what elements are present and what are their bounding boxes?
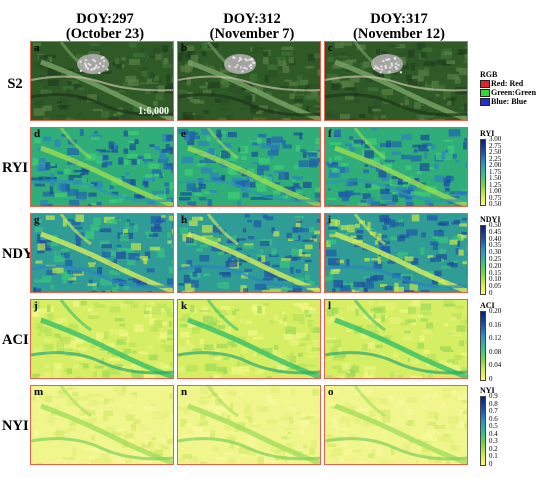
colorbar-title: NYI [480,386,495,395]
colorbar-title: ACI [480,301,495,310]
colorbar-tick-label: 0.50 [489,200,502,208]
colorbar-tick-label: 0.6 [489,414,498,423]
green-swatch [480,88,490,97]
panel-l: l [324,299,468,379]
panel-e: e [177,127,321,207]
colorbar-gradient [480,225,486,295]
colorbar-tick-label: 0.04 [489,361,502,370]
panel-label: l [328,300,332,312]
row-label-ndyi: NDYI [2,246,40,262]
colorbar-tick-label: 0.45 [489,227,502,236]
colorbar-tick-label: 2.50 [489,148,502,156]
colorbar-tick-label: 0.16 [489,320,502,329]
colorbar-tick-label: 0.10 [489,275,502,284]
panel-label: d [34,128,41,140]
colorbar-gradient [480,311,486,381]
rgb-legend: RGB Red: Red Green:Green Blue: Blue [480,70,536,106]
colorbar-gradient [480,396,486,466]
panel-h: h [177,213,321,293]
panel-label: m [34,386,44,398]
colorbar-tick-label: 0.7 [489,407,498,416]
colorbar-tick-label: 0.3 [489,437,498,446]
row-label-aci: ACI [2,332,29,348]
map-scale-label: 1:6,000 [138,106,169,117]
colorbar-tick-label: 1.00 [489,187,502,195]
colorbar-tick-label: 0.05 [489,282,502,291]
panel-i: i [324,213,468,293]
panel-m: m [30,385,174,465]
colorbar-tick-label: 0 [489,460,493,468]
colorbar-tick-label: 3.00 [489,135,502,143]
column-date: (November 7) [209,26,295,42]
red-swatch [480,79,490,88]
colorbar-tick-label: 0.2 [489,444,498,453]
colorbar-tick-label: 0.4 [489,429,498,438]
panel-label: k [181,300,188,312]
panel-a: a 1:6,000 [30,41,174,121]
rgb-legend-item-red: Red: Red [480,79,536,88]
colorbar-tick-label: 1.25 [489,180,502,189]
column-date: (October 23) [65,26,145,42]
row-label-nyi: NYI [2,418,29,434]
column-date: (November 12) [353,26,445,42]
column-title-3: DOY:317 (November 12) [333,12,465,42]
colorbar-tick-label: 0.20 [489,307,502,315]
panel-label: g [34,214,40,226]
rgb-legend-item-green: Green:Green [480,88,536,97]
colorbar-tick-label: 0.50 [489,221,502,229]
panel-b: b [177,41,321,121]
column-title-1: DOY:297 (October 23) [39,12,171,42]
colorbar-tick-label: 0.20 [489,261,502,270]
colorbar-title: NDYI [480,215,501,224]
colorbar-tick-label: 0.75 [489,193,502,202]
panel-c: c [324,41,468,121]
panel-f: f [324,127,468,207]
panel-label: c [328,42,333,54]
column-doy: DOY:317 [370,11,428,27]
panel-label: b [181,42,188,54]
colorbar-tick-label: 0.35 [489,241,502,250]
colorbar-tick-label: 0.8 [489,399,498,408]
colorbar-tick-label: 0.25 [489,255,502,263]
panel-label: f [328,128,332,140]
row-label-s2: S2 [7,76,23,92]
colorbar-tick-label: 0 [489,289,493,297]
colorbar-tick-label: 0.5 [489,422,498,431]
panel-label: i [328,214,332,226]
row-label-ryi: RYI [2,160,29,176]
colorbar-tick-label: 0.15 [489,268,502,277]
colorbar-tick-label: 0.12 [489,334,502,343]
panel-g: g [30,213,174,293]
panel-label: n [181,386,188,398]
colorbar-tick-label: 0.9 [489,392,498,400]
panel-d: d [30,127,174,207]
panel-label: h [181,214,188,226]
colorbar-gradient [480,139,486,206]
rgb-legend-title: RGB [480,70,498,79]
colorbar-tick-label: 0.08 [489,347,502,356]
column-doy: DOY:297 [76,11,134,27]
blue-swatch [480,97,490,106]
panel-o: o [324,385,468,465]
rgb-legend-item-blue: Blue: Blue [480,97,536,106]
colorbar-tick-label: 0 [489,375,493,383]
panel-j: j [30,299,174,379]
colorbar-tick-label: 0.30 [489,248,502,257]
column-doy: DOY:312 [223,11,281,27]
colorbar-tick-label: 2.25 [489,154,502,163]
colorbar-tick-label: 1.50 [489,174,502,182]
panel-label: o [328,386,334,398]
colorbar-title: RYI [480,129,495,138]
colorbar-tick-label: 1.75 [489,167,502,176]
colorbar-tick-label: 0.1 [489,452,498,461]
panel-label: a [34,42,40,54]
panel-label: e [181,128,186,140]
panel-k: k [177,299,321,379]
colorbar-tick-label: 2.00 [489,161,502,169]
panel-label: j [34,300,38,312]
column-title-2: DOY:312 (November 7) [186,12,318,42]
panel-n: n [177,385,321,465]
colorbar-tick-label: 2.75 [489,141,502,150]
colorbar-tick-label: 0.40 [489,234,502,243]
